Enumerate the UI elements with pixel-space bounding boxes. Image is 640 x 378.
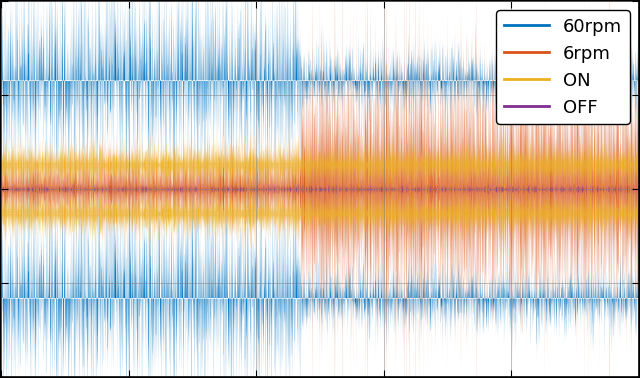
- Legend: 60rpm, 6rpm, ON, OFF: 60rpm, 6rpm, ON, OFF: [497, 11, 630, 124]
